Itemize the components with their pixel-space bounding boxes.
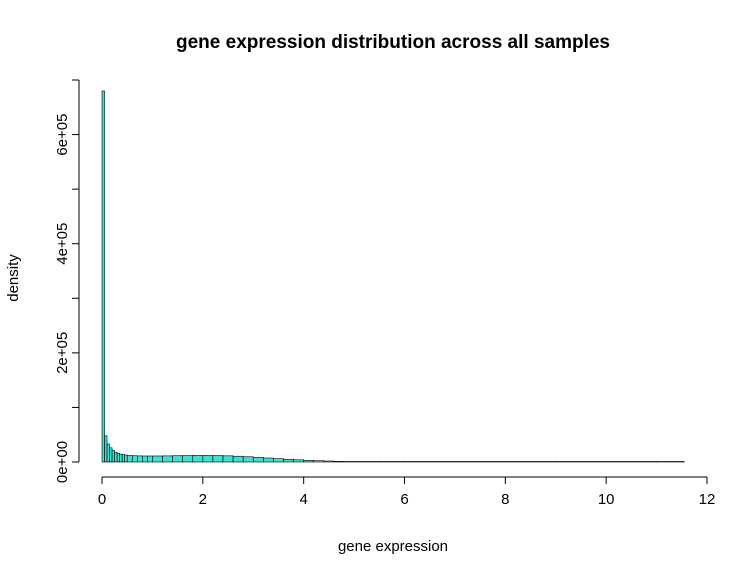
x-tick-label: 12 — [699, 491, 716, 508]
y-tick-label: 6e+05 — [54, 114, 71, 156]
y-axis: 0e+00 2e+05 4e+05 6e+05 — [54, 79, 80, 483]
histogram-bar — [114, 451, 118, 463]
histogram-bar — [303, 460, 315, 463]
histogram-bar — [353, 461, 380, 463]
x-tick-label: 8 — [501, 491, 509, 508]
histogram-bar — [263, 457, 274, 463]
histogram-bar — [104, 435, 108, 463]
y-tick-label: 2e+05 — [54, 332, 71, 374]
histogram-bar — [222, 455, 234, 463]
histogram-bar — [656, 461, 683, 463]
histogram-bar — [454, 461, 481, 463]
histogram-bar — [378, 461, 405, 463]
histogram-bar — [232, 455, 244, 463]
histogram-bar — [333, 460, 345, 463]
histogram-bar — [479, 461, 506, 463]
histogram-bar — [681, 461, 685, 463]
histogram-bar — [121, 454, 125, 463]
histogram-bar — [192, 455, 204, 463]
histogram-bar — [273, 458, 284, 463]
x-tick-label: 4 — [299, 491, 307, 508]
histogram-bar — [172, 455, 183, 463]
x-axis: 0 2 4 6 8 10 12 — [98, 476, 716, 508]
histogram-bar — [136, 455, 143, 463]
histogram-bar — [202, 455, 214, 463]
histogram-bar — [109, 447, 113, 463]
histogram-bar — [313, 460, 325, 463]
x-axis-label: gene expression — [338, 538, 448, 555]
histogram-bar — [555, 461, 607, 463]
histogram-bar — [212, 455, 224, 463]
x-tick-label: 2 — [199, 491, 207, 508]
histogram-bar — [429, 461, 456, 463]
histogram-bar — [116, 452, 120, 463]
histogram-bar — [152, 455, 163, 463]
histogram-bar — [182, 455, 194, 463]
histogram-bar — [323, 460, 335, 463]
chart-title: gene expression distribution across all … — [176, 32, 610, 53]
histogram-bar — [131, 455, 138, 463]
histogram-bar — [293, 459, 304, 463]
histogram-bar — [119, 453, 123, 463]
histogram-bar — [283, 458, 294, 463]
histogram-bar — [242, 456, 254, 463]
x-tick-label: 10 — [598, 491, 615, 508]
histogram-bar — [126, 455, 133, 463]
x-tick-label: 0 — [98, 491, 106, 508]
y-axis-label: density — [5, 254, 22, 302]
histogram-bar — [142, 455, 148, 463]
histogram-bar — [252, 457, 264, 463]
histogram-bar — [605, 461, 657, 463]
y-tick-label: 4e+05 — [54, 223, 71, 265]
histogram-bar — [106, 443, 110, 463]
histogram-bar — [111, 450, 115, 463]
histogram-bar — [101, 90, 105, 463]
x-tick-label: 6 — [400, 491, 408, 508]
histogram-bar — [505, 461, 557, 463]
histogram-bar — [124, 454, 128, 463]
y-tick-label: 0e+00 — [54, 441, 71, 483]
histogram-bar — [343, 461, 355, 463]
histogram-bar — [147, 455, 153, 463]
histogram-bar — [404, 461, 431, 463]
histogram-bar — [162, 455, 173, 463]
histogram-bars — [101, 90, 685, 463]
